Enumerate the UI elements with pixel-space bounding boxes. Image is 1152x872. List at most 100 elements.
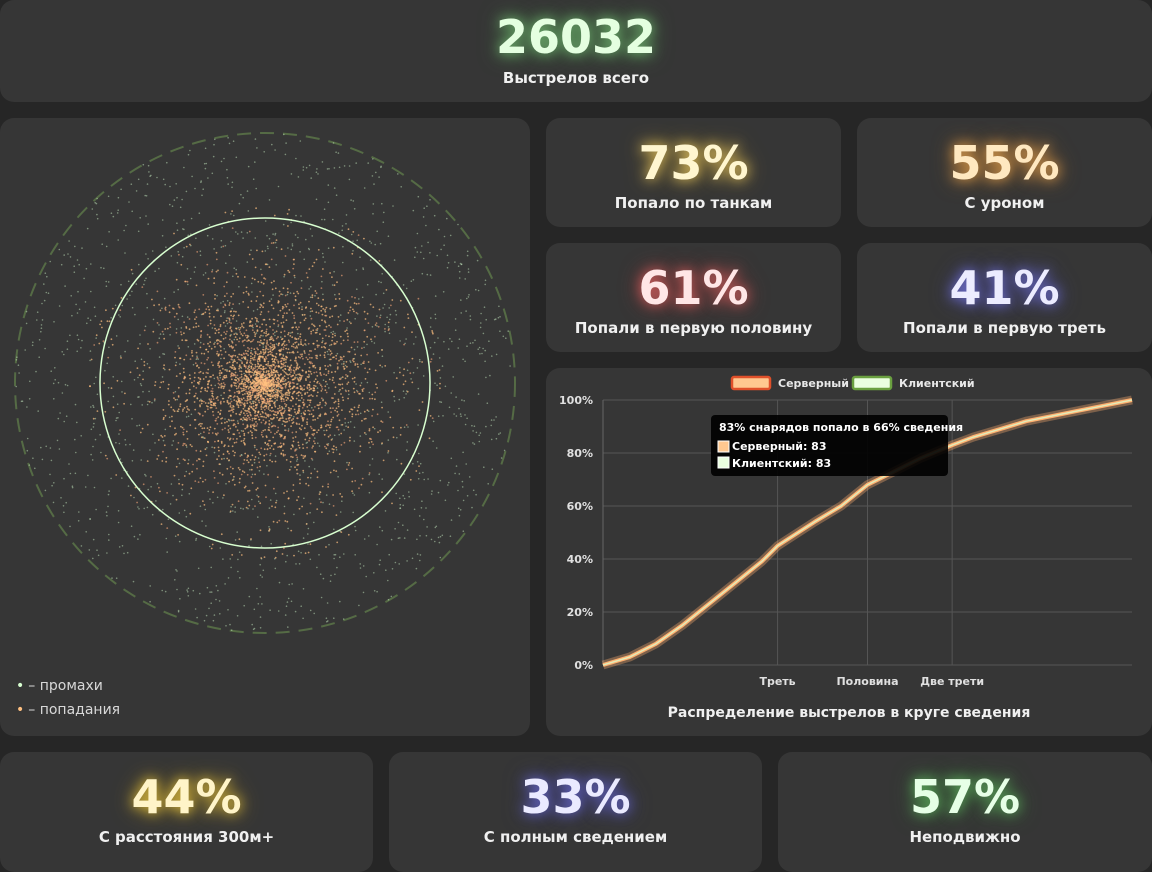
hit-point [270,383,273,385]
legend-client-swatch[interactable] [851,375,893,391]
miss-point [458,514,461,517]
miss-point [457,265,460,267]
miss-point [146,183,149,185]
hit-point [254,266,257,269]
miss-point [192,363,195,366]
stat-label-damage: С уроном [964,194,1045,212]
hit-point [270,304,273,306]
miss-point [443,244,445,246]
miss-point [227,183,229,185]
hit-point [368,428,371,430]
miss-point [238,286,240,288]
miss-point [241,419,244,422]
miss-point [116,212,119,214]
hit-point [224,421,226,424]
miss-point [224,310,226,312]
miss-point [25,322,28,325]
miss-point [211,269,214,271]
hit-point [384,365,387,367]
hit-point [265,363,268,366]
hit-point [167,387,170,390]
hit-point [310,427,313,430]
y-tick-label: 20% [567,606,593,619]
hit-point [283,357,286,360]
hit-point [165,456,168,459]
miss-point [215,585,218,587]
hit-point [207,324,210,327]
miss-point [384,330,386,333]
hit-point [286,490,288,493]
legend-server-swatch[interactable] [730,375,772,391]
legend-server-label[interactable]: Серверный [778,377,849,390]
miss-point [335,449,338,451]
hit-point [301,394,303,397]
hit-point [275,365,278,367]
miss-point [188,493,191,495]
hit-point [367,322,370,324]
miss-point [352,240,354,242]
miss-point [86,227,89,230]
hit-point [417,297,420,300]
hit-point [165,460,168,463]
hit-point [379,429,382,432]
hit-point [328,324,330,327]
miss-point [311,406,313,409]
miss-point [38,356,40,358]
hit-point [312,365,315,368]
hit-point [238,365,241,368]
hit-point [288,271,291,274]
hit-point [162,367,165,370]
miss-point [134,360,136,362]
miss-point [155,500,157,502]
miss-point [227,609,229,611]
miss-point [480,312,482,315]
miss-point [234,511,236,513]
hit-point [295,368,297,371]
hit-point [244,485,247,488]
hit-point [231,419,234,422]
hit-point [212,404,215,407]
miss-point [484,349,487,352]
hit-point [111,307,114,310]
hit-point [244,393,246,395]
miss-point [286,601,289,603]
hit-point [231,340,234,343]
miss-point [21,400,24,403]
miss-point [232,140,235,142]
hit-point [150,476,152,478]
miss-point [437,536,440,539]
miss-point [349,421,352,423]
hit-point [247,395,250,398]
hit-point [247,339,250,342]
miss-point [247,210,250,212]
hit-point [332,505,335,507]
hit-point [284,294,287,297]
miss-point [509,365,511,367]
miss-point [45,445,47,448]
miss-point [225,625,227,627]
hit-point [293,554,295,557]
miss-point [228,142,231,145]
legend-client-label[interactable]: Клиентский [899,377,975,390]
hit-point [263,381,266,384]
hit-point [285,343,288,346]
hit-point [202,372,205,375]
hit-point [248,373,251,376]
hit-point [284,303,287,306]
hit-point [93,344,96,346]
miss-point [311,235,314,237]
hit-point [199,422,202,425]
miss-point [192,589,195,592]
x-tick-label: Половина [836,675,898,688]
miss-point [256,494,258,497]
miss-point [185,470,188,473]
miss-point [497,316,500,319]
miss-point [477,289,480,292]
hit-point [330,371,333,374]
miss-point [425,534,428,537]
miss-point [57,381,60,384]
miss-point [486,402,489,405]
hit-point [220,386,223,389]
miss-point [247,507,249,510]
miss-point [443,235,446,238]
